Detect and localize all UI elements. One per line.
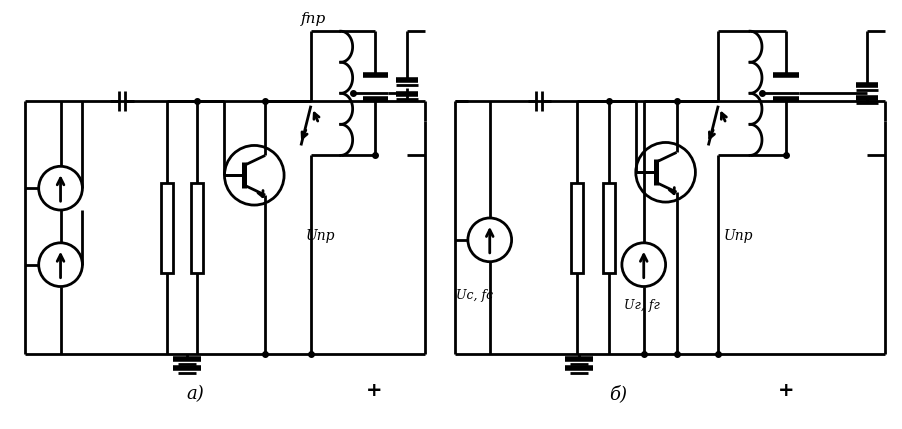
Text: Uс, fс: Uс, fс [456,290,493,302]
Text: б): б) [609,385,627,403]
Bar [571,183,583,272]
Bar [190,183,203,272]
Text: Uг, fг: Uг, fг [624,299,659,312]
Text: Uпр: Uпр [723,229,753,243]
Text: +: + [365,381,382,400]
Bar [161,183,173,272]
Text: fпр: fпр [301,12,327,26]
Text: Uпр: Uпр [306,229,336,243]
Text: а): а) [187,385,205,403]
Text: +: + [778,381,795,400]
Bar [603,183,615,272]
